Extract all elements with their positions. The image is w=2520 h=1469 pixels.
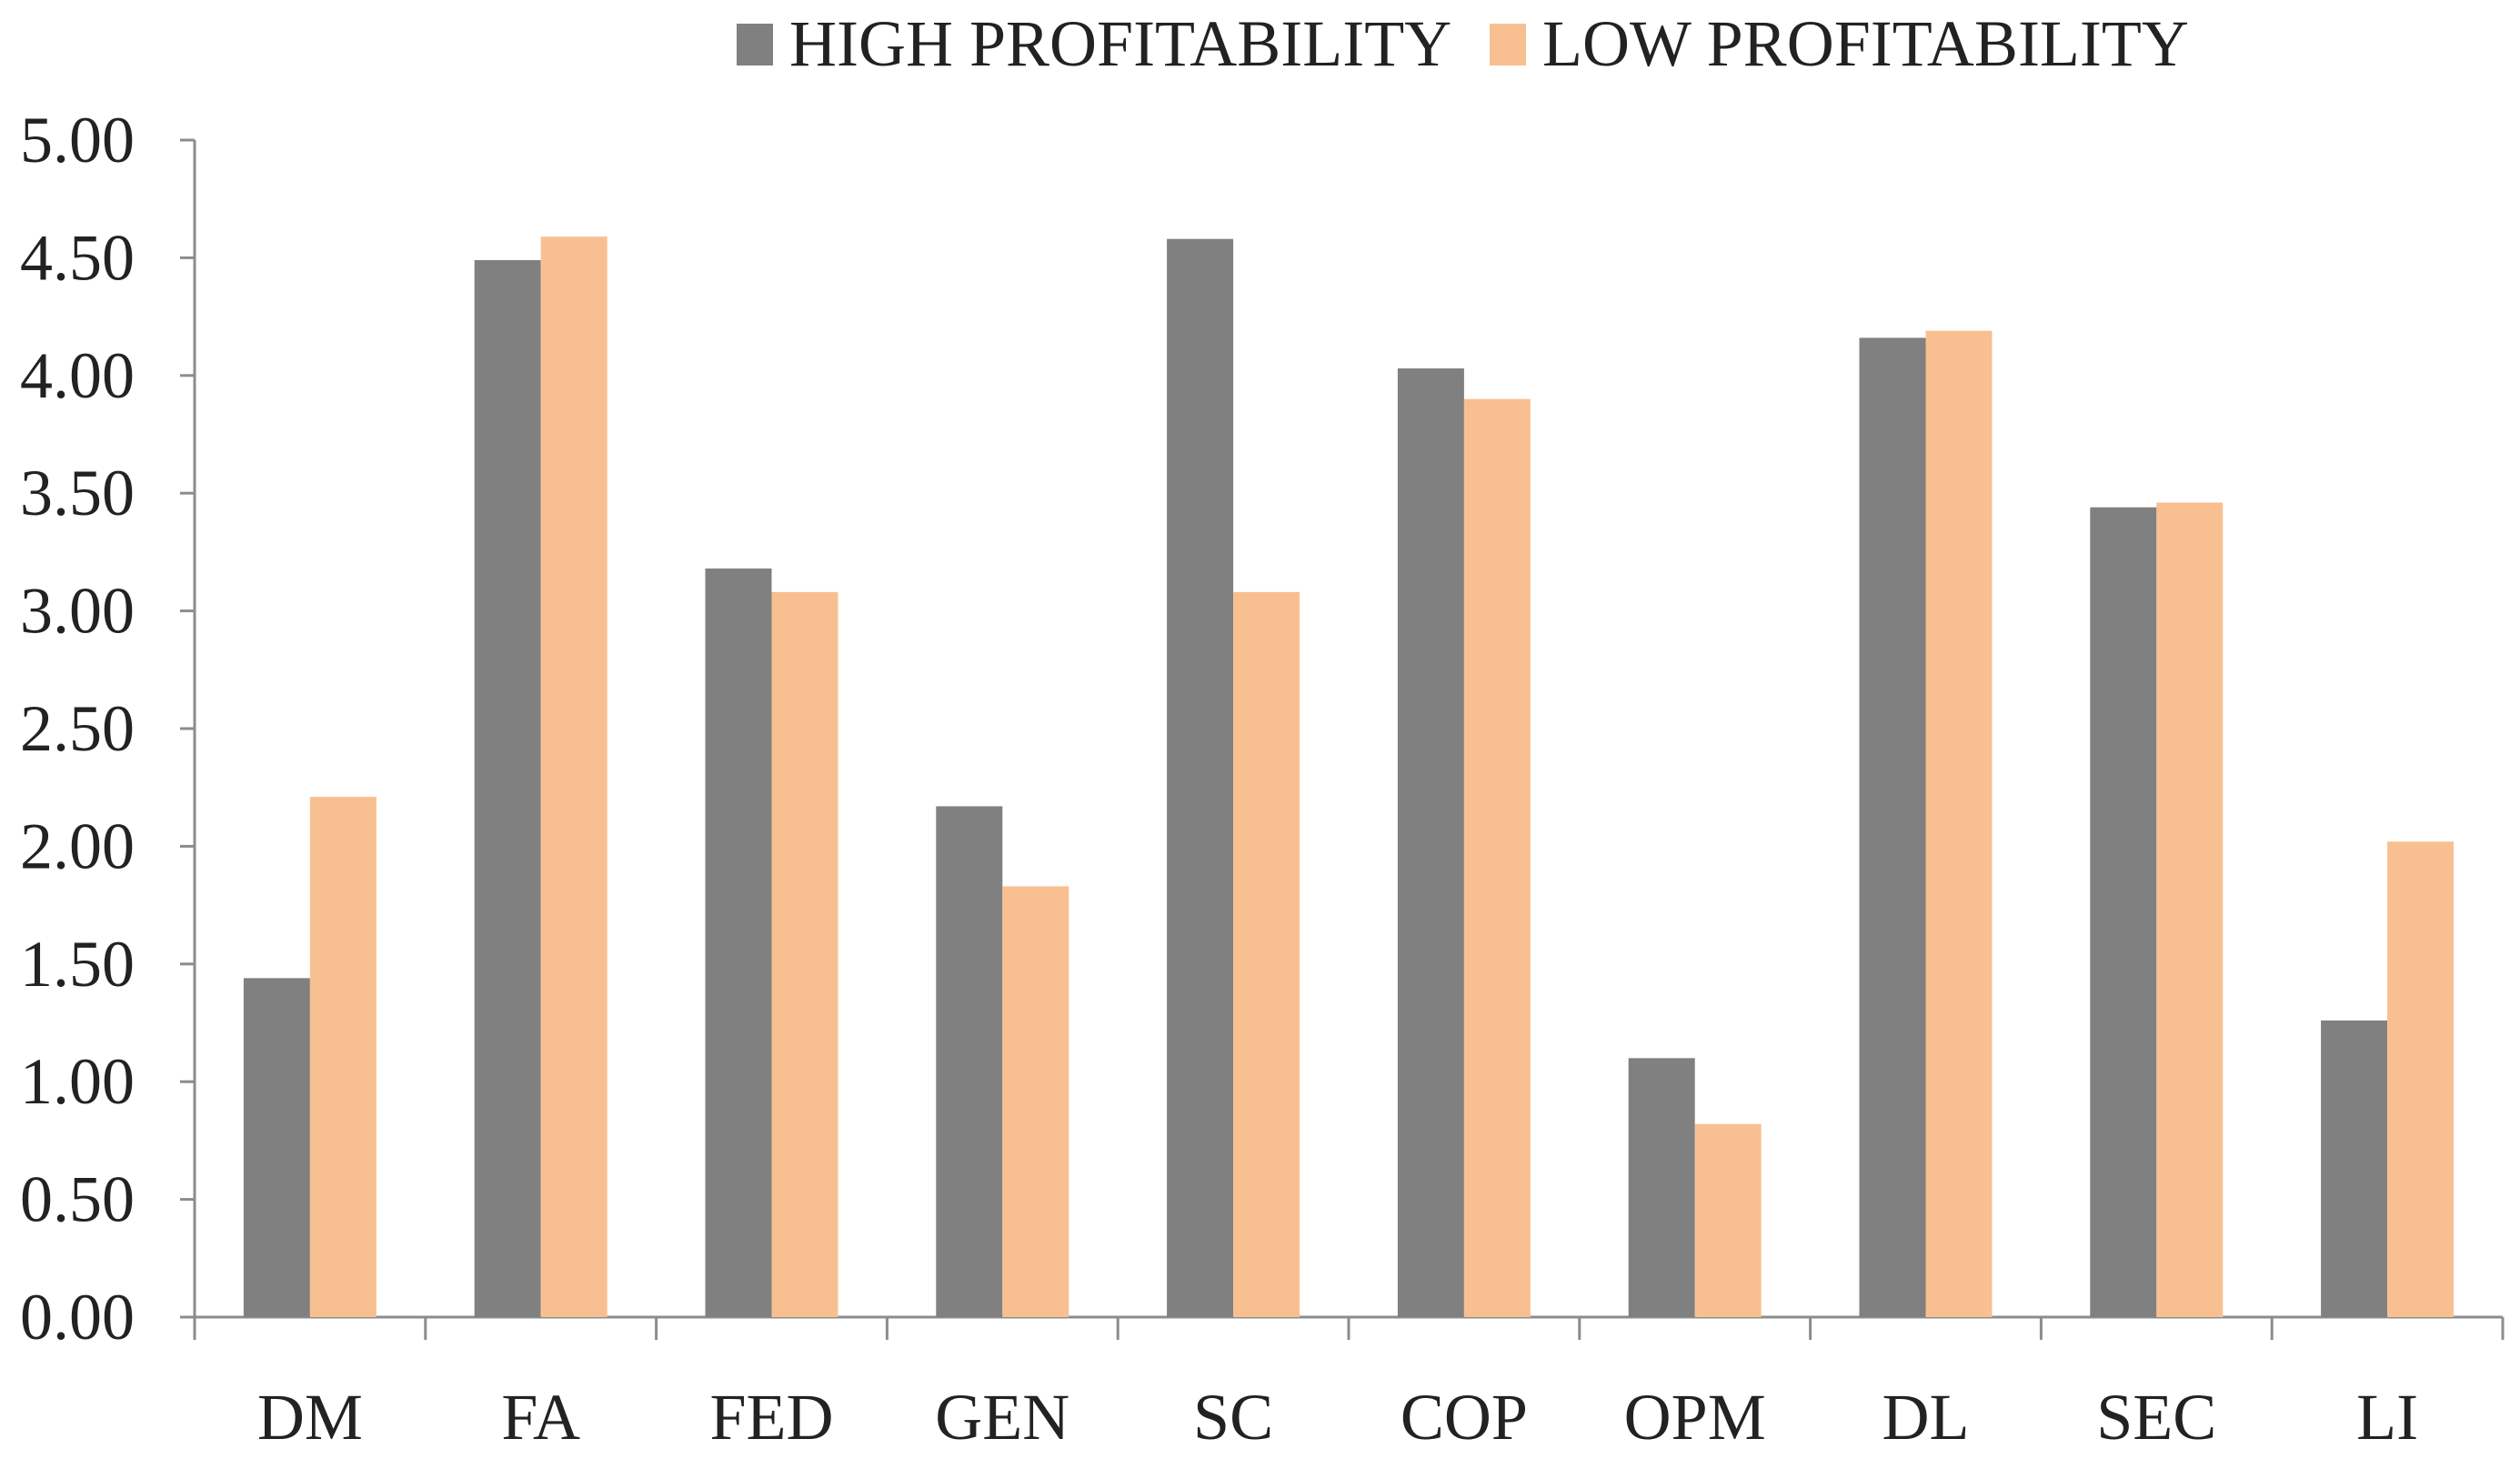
y-tick-label: 0.00 xyxy=(20,1281,135,1353)
bar-high-cop xyxy=(1397,368,1464,1317)
y-tick-label: 3.00 xyxy=(20,575,135,648)
bar-low-dl xyxy=(1925,330,1993,1318)
y-tick-label: 2.50 xyxy=(20,692,135,765)
bar-high-fed xyxy=(705,568,772,1317)
legend-label-high: HIGH PROFITABILITY xyxy=(789,7,1451,80)
x-tick-label: LI xyxy=(2356,1381,2418,1454)
bar-low-dm xyxy=(309,797,376,1317)
bar-low-opm xyxy=(1694,1123,1762,1317)
legend: HIGH PROFITABILITY LOW PROFITABILITY xyxy=(737,7,2189,80)
x-tick-label: SEC xyxy=(2096,1381,2216,1454)
y-tick-label: 4.00 xyxy=(20,339,135,412)
bar-high-sec xyxy=(2090,507,2157,1317)
y-axis: 0.00 0.50 1.00 1.50 2.00 2.50 3.00 3.50 4.00 4.50… xyxy=(20,104,196,1353)
bar-high-opm xyxy=(1628,1058,1695,1317)
y-tick-label: 5.00 xyxy=(20,104,135,176)
bar-low-sec xyxy=(2156,502,2224,1317)
x-axis: DM FA FED GEN SC COP OPM DL SEC LI xyxy=(193,1315,2505,1454)
bar-low-gen xyxy=(1002,886,1069,1317)
x-tick-label: GEN xyxy=(935,1381,1069,1454)
bar-high-gen xyxy=(936,806,1003,1317)
y-tick-label: 3.50 xyxy=(20,457,135,529)
legend-swatch-low xyxy=(1490,24,1526,65)
y-tick-label: 4.50 xyxy=(20,221,135,294)
legend-label-low: LOW PROFITABILITY xyxy=(1542,7,2189,80)
bar-low-fa xyxy=(540,236,607,1317)
x-tick-label: OPM xyxy=(1624,1381,1766,1454)
x-tick-label: DM xyxy=(257,1381,363,1454)
bar-high-dl xyxy=(1859,337,1926,1318)
x-tick-label: COP xyxy=(1401,1381,1528,1454)
y-tick-label: 1.00 xyxy=(20,1045,135,1118)
x-tick-label: FED xyxy=(709,1381,833,1454)
legend-swatch-high xyxy=(737,24,773,65)
bar-high-li xyxy=(2321,1020,2388,1317)
bar-low-li xyxy=(2387,841,2455,1317)
bar-high-sc xyxy=(1167,238,1234,1317)
bar-low-sc xyxy=(1233,591,1300,1317)
bar-high-fa xyxy=(474,259,541,1317)
x-tick-label: DL xyxy=(1882,1381,1970,1454)
x-tick-label: FA xyxy=(501,1381,580,1454)
y-tick-label: 0.50 xyxy=(20,1163,135,1236)
x-tick-label: SC xyxy=(1193,1381,1273,1454)
bar-low-fed xyxy=(771,591,838,1317)
bars xyxy=(243,236,2455,1318)
y-tick-label: 1.50 xyxy=(20,928,135,1001)
bar-high-dm xyxy=(243,978,310,1317)
y-tick-label: 2.00 xyxy=(20,810,135,882)
bar-low-cop xyxy=(1463,398,1531,1317)
